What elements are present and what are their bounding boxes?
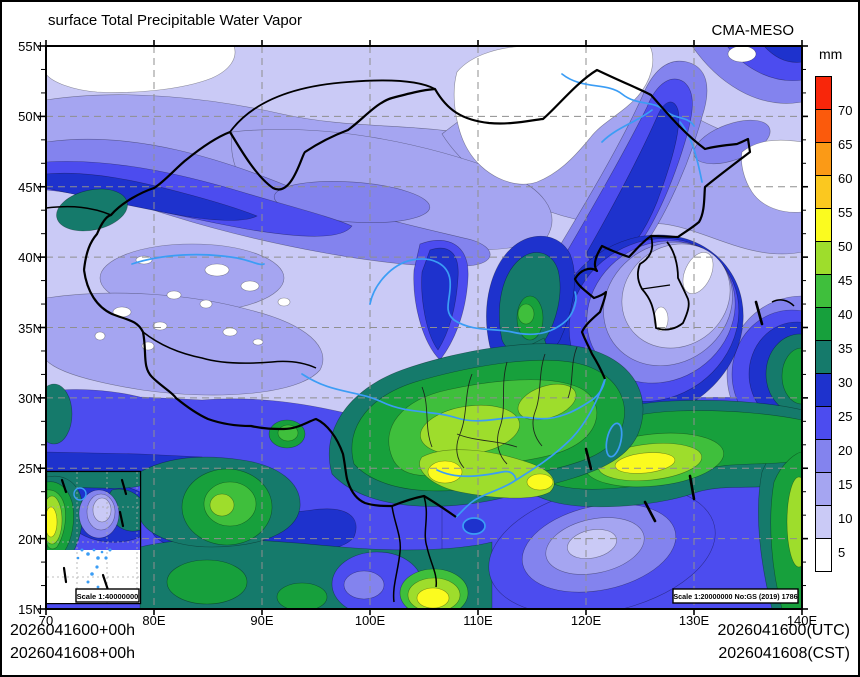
colorbar-block (815, 142, 832, 176)
lat-tick-label: 35N (18, 320, 42, 336)
southeast-coastline (455, 378, 606, 518)
colorbar-tick-label: 50 (838, 239, 853, 254)
songhua-river (601, 109, 653, 143)
lat-tick-label: 40N (18, 250, 42, 266)
colorbar-block (815, 175, 832, 209)
colorbar-block (815, 373, 832, 407)
axis-ticks (38, 40, 808, 615)
indochina-border-1 (391, 505, 402, 603)
colorbar-block (815, 76, 832, 110)
lon-tick-label: 90E (250, 613, 274, 628)
colorbar-tick-label: 45 (838, 273, 853, 288)
colorbar (815, 76, 832, 572)
colorbar-block (815, 241, 832, 275)
yangtze-river (301, 373, 606, 422)
korea-border (636, 235, 690, 331)
colorbar-tick-label: 35 (838, 341, 853, 356)
colorbar-block (815, 406, 832, 440)
track-marks (584, 300, 764, 523)
rivers (131, 73, 703, 535)
china-border (82, 68, 752, 380)
colorbar-tick-label: 25 (838, 409, 853, 424)
pearl-river (436, 469, 517, 481)
lat-tick-label: 45N (18, 179, 42, 195)
inset-typhoon-symbol (73, 487, 87, 501)
hainan-island (462, 517, 486, 535)
china-border-southwest (82, 269, 457, 518)
south-sea-dry-swirl (488, 484, 716, 609)
colorbar-block (815, 340, 832, 374)
inset-map: Scale 1:40000000 (45, 470, 142, 605)
page-title: surface Total Precipitable Water Vapor (48, 12, 303, 29)
country-borders (46, 68, 795, 603)
lon-tick-label: 110E (463, 613, 493, 628)
colorbar-tick-label: 55 (838, 205, 853, 220)
southwest-wet-region (166, 419, 469, 609)
lon-tick-label: 120E (570, 613, 602, 628)
taiwan-island (605, 422, 623, 458)
lon-tick-label: 130E (678, 613, 710, 628)
colorbar-tick-label: 30 (838, 375, 853, 390)
colorbar-tick-label: 65 (838, 137, 853, 152)
inset-scale-label: Scale 1:40000000 (77, 592, 139, 601)
colorbar-block (815, 109, 832, 143)
lon-tick-label: 140E (786, 613, 818, 628)
colorbar-tick-label: 70 (838, 103, 853, 118)
colorbar-tick-label: 10 (838, 511, 853, 526)
himalaya-borders (142, 331, 317, 369)
colorbar-tick-label: 5 (838, 545, 846, 560)
colorbar-tick-label: 20 (838, 443, 853, 458)
colorbar-block (815, 472, 832, 506)
colorbar-block (815, 274, 832, 308)
lat-tick-label: 50N (18, 109, 42, 125)
south-china-wet-system (328, 343, 644, 507)
lat-tick-label: 55N (18, 39, 42, 54)
colorbar-tick-label: 60 (838, 171, 853, 186)
init-time-label: 2026041600+00h (10, 622, 136, 639)
province-boundaries (421, 346, 578, 469)
amur-river (561, 73, 695, 127)
colorbar-block (815, 505, 832, 539)
colorbar-block (815, 208, 832, 242)
contour-fills (46, 46, 802, 609)
yellow-river (369, 258, 577, 336)
right-edge-wet-patch (748, 321, 802, 427)
japan-coast-fragment (771, 299, 795, 307)
colorbar-tick-label: 15 (838, 477, 853, 492)
colorbar-block (815, 439, 832, 473)
utc-time-label: 2026041600(UTC) (717, 622, 850, 639)
colorbar-block (815, 307, 832, 341)
tarim-river (131, 253, 265, 266)
lat-tick-label: 25N (18, 461, 42, 477)
valid-time-label: 2026041608+00h (10, 645, 136, 662)
colorbar-unit: mm (819, 46, 843, 62)
mongolia-border (229, 79, 436, 133)
korea-dmz (641, 284, 671, 290)
lat-tick-label: 30N (18, 390, 42, 406)
lat-tick-label: 20N (18, 531, 42, 547)
central-asia-border (46, 205, 112, 216)
cst-time-label: 2026041608(CST) (718, 645, 850, 662)
colorbar-tick-label: 40 (838, 307, 853, 322)
lon-tick-label: 100E (354, 613, 386, 628)
main-scale-label: Scale 1:20000000 No:GS (2019) 1786 (673, 592, 797, 601)
inset-islands (76, 548, 112, 589)
colorbar-block (815, 538, 832, 572)
dry-patches (46, 46, 802, 351)
ussuri-river (679, 121, 703, 183)
lat-tick-label: 15N (18, 602, 42, 617)
model-name: CMA-MESO (711, 22, 795, 39)
lon-tick-label: 70 (38, 613, 54, 628)
main-scale-box: Scale 1:20000000 No:GS (2019) 1786 (672, 588, 799, 604)
lon-tick-label: 80E (142, 613, 166, 628)
indochina-border-2 (423, 495, 438, 588)
